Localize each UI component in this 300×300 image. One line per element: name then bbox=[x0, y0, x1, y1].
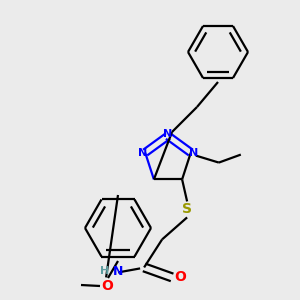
Text: N: N bbox=[189, 148, 199, 158]
Text: N: N bbox=[164, 129, 172, 139]
Text: N: N bbox=[137, 148, 147, 158]
Text: O: O bbox=[101, 279, 113, 293]
Text: N: N bbox=[113, 265, 124, 278]
Text: O: O bbox=[174, 270, 186, 284]
Text: S: S bbox=[182, 202, 192, 216]
Text: H: H bbox=[100, 266, 109, 276]
